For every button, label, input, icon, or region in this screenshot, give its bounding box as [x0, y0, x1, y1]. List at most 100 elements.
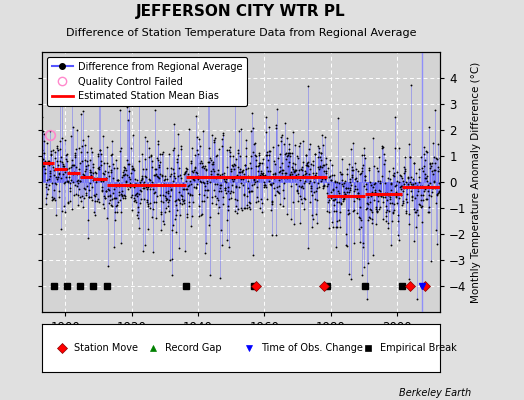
Point — [67, 177, 75, 184]
Point — [228, 162, 236, 168]
Point — [403, 183, 412, 189]
Point — [414, 179, 423, 186]
Point — [161, 197, 170, 204]
Point — [113, 177, 122, 183]
Point — [198, 198, 206, 205]
Point — [148, 206, 157, 212]
Point — [144, 184, 152, 190]
Point — [413, 212, 422, 218]
Point — [74, 192, 83, 198]
Point — [403, 185, 411, 191]
Point — [368, 208, 376, 215]
Point — [105, 163, 113, 169]
Point — [183, 211, 191, 217]
Point — [350, 198, 358, 204]
Point — [101, 194, 109, 201]
Point — [359, 152, 368, 158]
Point — [278, 159, 286, 166]
Point — [416, 182, 424, 189]
Point — [149, 249, 157, 256]
Point — [70, 162, 78, 168]
Point — [172, 212, 180, 218]
Point — [91, 212, 99, 218]
Point — [259, 172, 267, 178]
Point — [316, 154, 324, 160]
Point — [274, 142, 282, 148]
Point — [127, 194, 135, 200]
Point — [153, 155, 161, 161]
Point — [373, 208, 381, 214]
Point — [342, 243, 351, 249]
Point — [104, 186, 113, 193]
Point — [245, 189, 253, 195]
Point — [67, 164, 75, 170]
Point — [138, 172, 147, 179]
Point — [69, 171, 77, 177]
Point — [179, 180, 187, 187]
Point — [104, 169, 112, 175]
Point — [139, 179, 148, 186]
Point — [266, 207, 275, 214]
Point — [80, 184, 88, 191]
Point — [94, 150, 102, 157]
Point — [45, 162, 53, 168]
Point — [75, 178, 84, 184]
Point — [326, 172, 334, 179]
Point — [219, 201, 227, 208]
Point — [203, 194, 211, 200]
Point — [56, 158, 64, 164]
Point — [116, 145, 125, 151]
Point — [323, 182, 331, 189]
Point — [391, 114, 399, 121]
Point — [211, 192, 220, 199]
Point — [238, 176, 247, 182]
Point — [262, 184, 270, 190]
Point — [212, 200, 221, 207]
Point — [379, 160, 388, 167]
Point — [83, 158, 92, 164]
Point — [429, 185, 438, 192]
Point — [42, 180, 50, 187]
Point — [168, 222, 177, 228]
Point — [38, 147, 47, 154]
Point — [75, 144, 83, 151]
Point — [341, 191, 350, 198]
Point — [432, 227, 441, 234]
Point — [327, 177, 335, 183]
Point — [328, 172, 336, 178]
Point — [59, 165, 68, 172]
Point — [299, 159, 307, 165]
Point — [272, 174, 281, 180]
Point — [267, 201, 276, 207]
Point — [329, 197, 337, 204]
Point — [315, 163, 324, 169]
Point — [223, 217, 231, 223]
Point — [222, 176, 230, 182]
Point — [44, 158, 52, 164]
Point — [418, 165, 427, 171]
Point — [154, 174, 162, 180]
Point — [211, 181, 220, 187]
Point — [54, 170, 63, 177]
Point — [398, 198, 407, 204]
Point — [255, 150, 264, 156]
Point — [375, 154, 384, 160]
Point — [216, 227, 225, 233]
Point — [151, 166, 160, 172]
Point — [225, 147, 234, 154]
Point — [208, 193, 216, 200]
Point — [56, 95, 64, 102]
Point — [77, 174, 85, 181]
Point — [261, 113, 270, 120]
Point — [428, 160, 436, 166]
Point — [416, 202, 424, 208]
Point — [198, 160, 206, 167]
Point — [365, 215, 374, 222]
Point — [299, 172, 307, 178]
Point — [432, 154, 440, 161]
Point — [207, 168, 215, 174]
Point — [197, 179, 205, 185]
Point — [224, 184, 232, 191]
Point — [230, 166, 238, 172]
Point — [384, 224, 392, 231]
